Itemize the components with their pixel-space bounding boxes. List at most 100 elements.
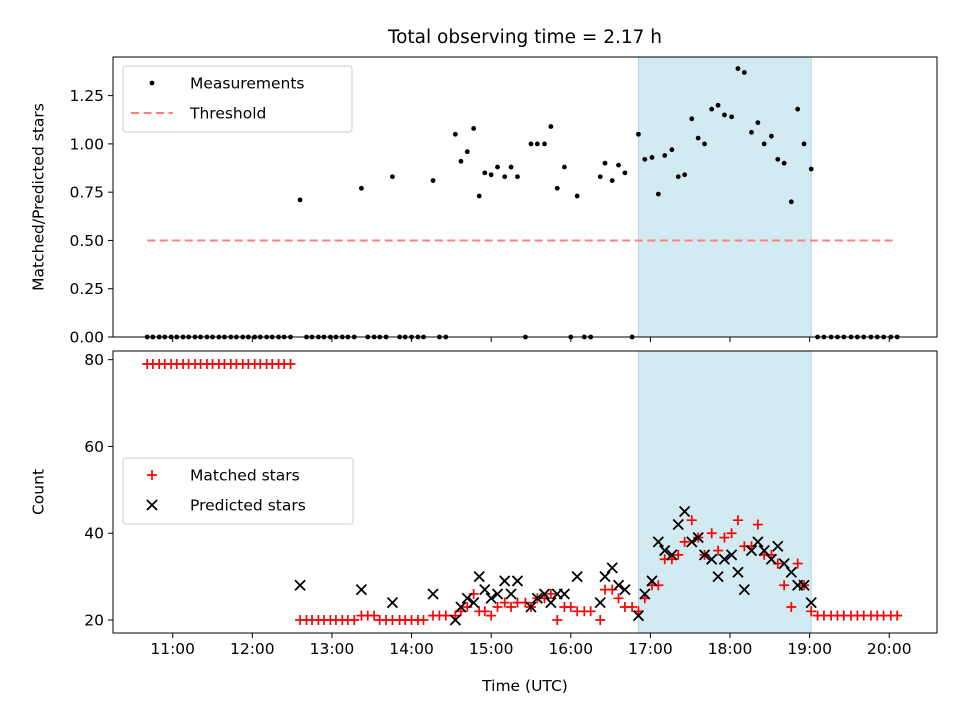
shaded-span <box>637 56 812 338</box>
plus-marker <box>679 536 690 547</box>
cross-marker <box>473 570 485 583</box>
legend: Measurements Threshold <box>122 65 353 133</box>
plus-marker <box>627 601 638 612</box>
data-point <box>788 199 794 205</box>
cross-marker <box>712 570 724 583</box>
plus-marker <box>585 606 596 617</box>
data-point <box>702 141 707 147</box>
plus-marker <box>607 584 618 595</box>
data-point <box>616 162 621 168</box>
legend-box <box>122 457 354 525</box>
cross-marker <box>545 596 557 609</box>
x-tick-label: 15:00 <box>469 640 514 658</box>
data-point <box>636 131 641 137</box>
plot-panel-2: 11:00 12:00 13:00 14:00 15:00 16:00 17:00 18:00… <box>30 350 938 695</box>
cross-marker <box>468 596 480 609</box>
cross-marker <box>652 536 664 548</box>
data-point <box>458 158 464 164</box>
data-point <box>574 193 580 199</box>
data-point <box>749 129 754 135</box>
data-point <box>741 70 747 75</box>
x-tick-label: 17:00 <box>628 640 673 658</box>
plus-marker <box>492 601 503 612</box>
data-point <box>715 102 721 108</box>
cross-marker <box>571 570 583 583</box>
y-tick-label: 0.75 <box>69 184 104 202</box>
data-point <box>430 178 436 183</box>
cross-marker <box>558 588 571 600</box>
data-point <box>709 106 715 112</box>
legend-box <box>122 65 353 133</box>
y-tick-label: 0.00 <box>69 329 104 347</box>
plus-marker <box>779 580 790 591</box>
plus-marker <box>462 601 473 612</box>
chart-title: Total observing time = 2.17 h <box>387 27 662 48</box>
series-predicted-stars <box>294 505 817 626</box>
cross-marker <box>632 610 645 622</box>
data-point <box>390 174 395 180</box>
cross-marker <box>778 557 790 570</box>
plus-marker <box>706 528 717 539</box>
x-tick-label: 13:00 <box>310 640 355 658</box>
plus-marker <box>440 610 451 621</box>
cross-marker <box>427 588 439 600</box>
plus-marker <box>752 519 763 530</box>
x-tick-label: 19:00 <box>787 640 832 658</box>
cross-marker <box>785 566 797 578</box>
cross-marker <box>798 579 810 591</box>
data-point <box>488 172 494 178</box>
cross-marker <box>805 596 817 609</box>
cross-marker <box>455 601 467 613</box>
cross-marker <box>505 588 517 600</box>
cross-marker <box>499 575 511 587</box>
plus-marker <box>499 597 510 608</box>
data-point <box>795 106 801 112</box>
data-point <box>682 172 688 178</box>
cross-marker <box>606 562 618 574</box>
cross-marker <box>745 544 758 557</box>
y-tick-label: 60 <box>84 438 104 456</box>
plus-marker <box>653 580 664 591</box>
data-point <box>801 141 807 147</box>
legend-label: Measurements <box>190 75 305 93</box>
cross-marker <box>639 588 651 600</box>
cross-marker <box>491 588 504 600</box>
plus-marker <box>369 610 380 621</box>
plus-marker <box>506 601 517 612</box>
y-tick-label: 20 <box>84 611 104 629</box>
cross-marker <box>706 553 718 565</box>
cross-marker <box>599 570 611 583</box>
cross-marker <box>294 579 306 591</box>
data-point <box>609 178 615 183</box>
data-point <box>669 147 675 153</box>
data-point <box>655 191 661 197</box>
data-point <box>534 141 540 147</box>
cross-marker <box>538 588 551 600</box>
plus-marker <box>349 614 360 625</box>
data-point <box>722 112 727 118</box>
data-point <box>542 141 547 147</box>
y-tick-label: 80 <box>84 351 104 369</box>
legend-marker <box>146 499 158 511</box>
data-point <box>622 170 628 176</box>
plus-marker <box>552 614 563 625</box>
plus-marker <box>686 515 697 526</box>
plus-marker <box>673 549 684 560</box>
data-point <box>476 193 482 199</box>
cross-marker <box>672 518 684 531</box>
data-point <box>729 114 734 120</box>
x-tick-label: 16:00 <box>548 640 593 658</box>
series-measurements <box>144 66 900 340</box>
data-point <box>528 141 534 147</box>
data-point <box>597 174 603 180</box>
axes-frame <box>112 56 938 338</box>
y-tick-label: 0.25 <box>69 280 104 298</box>
y-tick-label: 1.00 <box>69 135 104 153</box>
plus-marker <box>806 606 817 617</box>
series-matched-stars <box>142 359 903 625</box>
data-point <box>548 124 554 129</box>
cross-marker <box>386 596 399 609</box>
data-point <box>602 160 608 166</box>
data-point <box>508 164 514 170</box>
